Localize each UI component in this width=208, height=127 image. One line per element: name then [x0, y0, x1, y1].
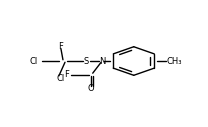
Text: Cl: Cl: [29, 57, 37, 66]
Text: F: F: [58, 42, 63, 51]
Text: CH₃: CH₃: [167, 57, 182, 66]
Text: Cl: Cl: [57, 74, 65, 83]
Text: S: S: [84, 57, 89, 66]
Text: N: N: [99, 57, 105, 66]
Text: F: F: [65, 70, 69, 79]
Text: O: O: [87, 84, 94, 93]
